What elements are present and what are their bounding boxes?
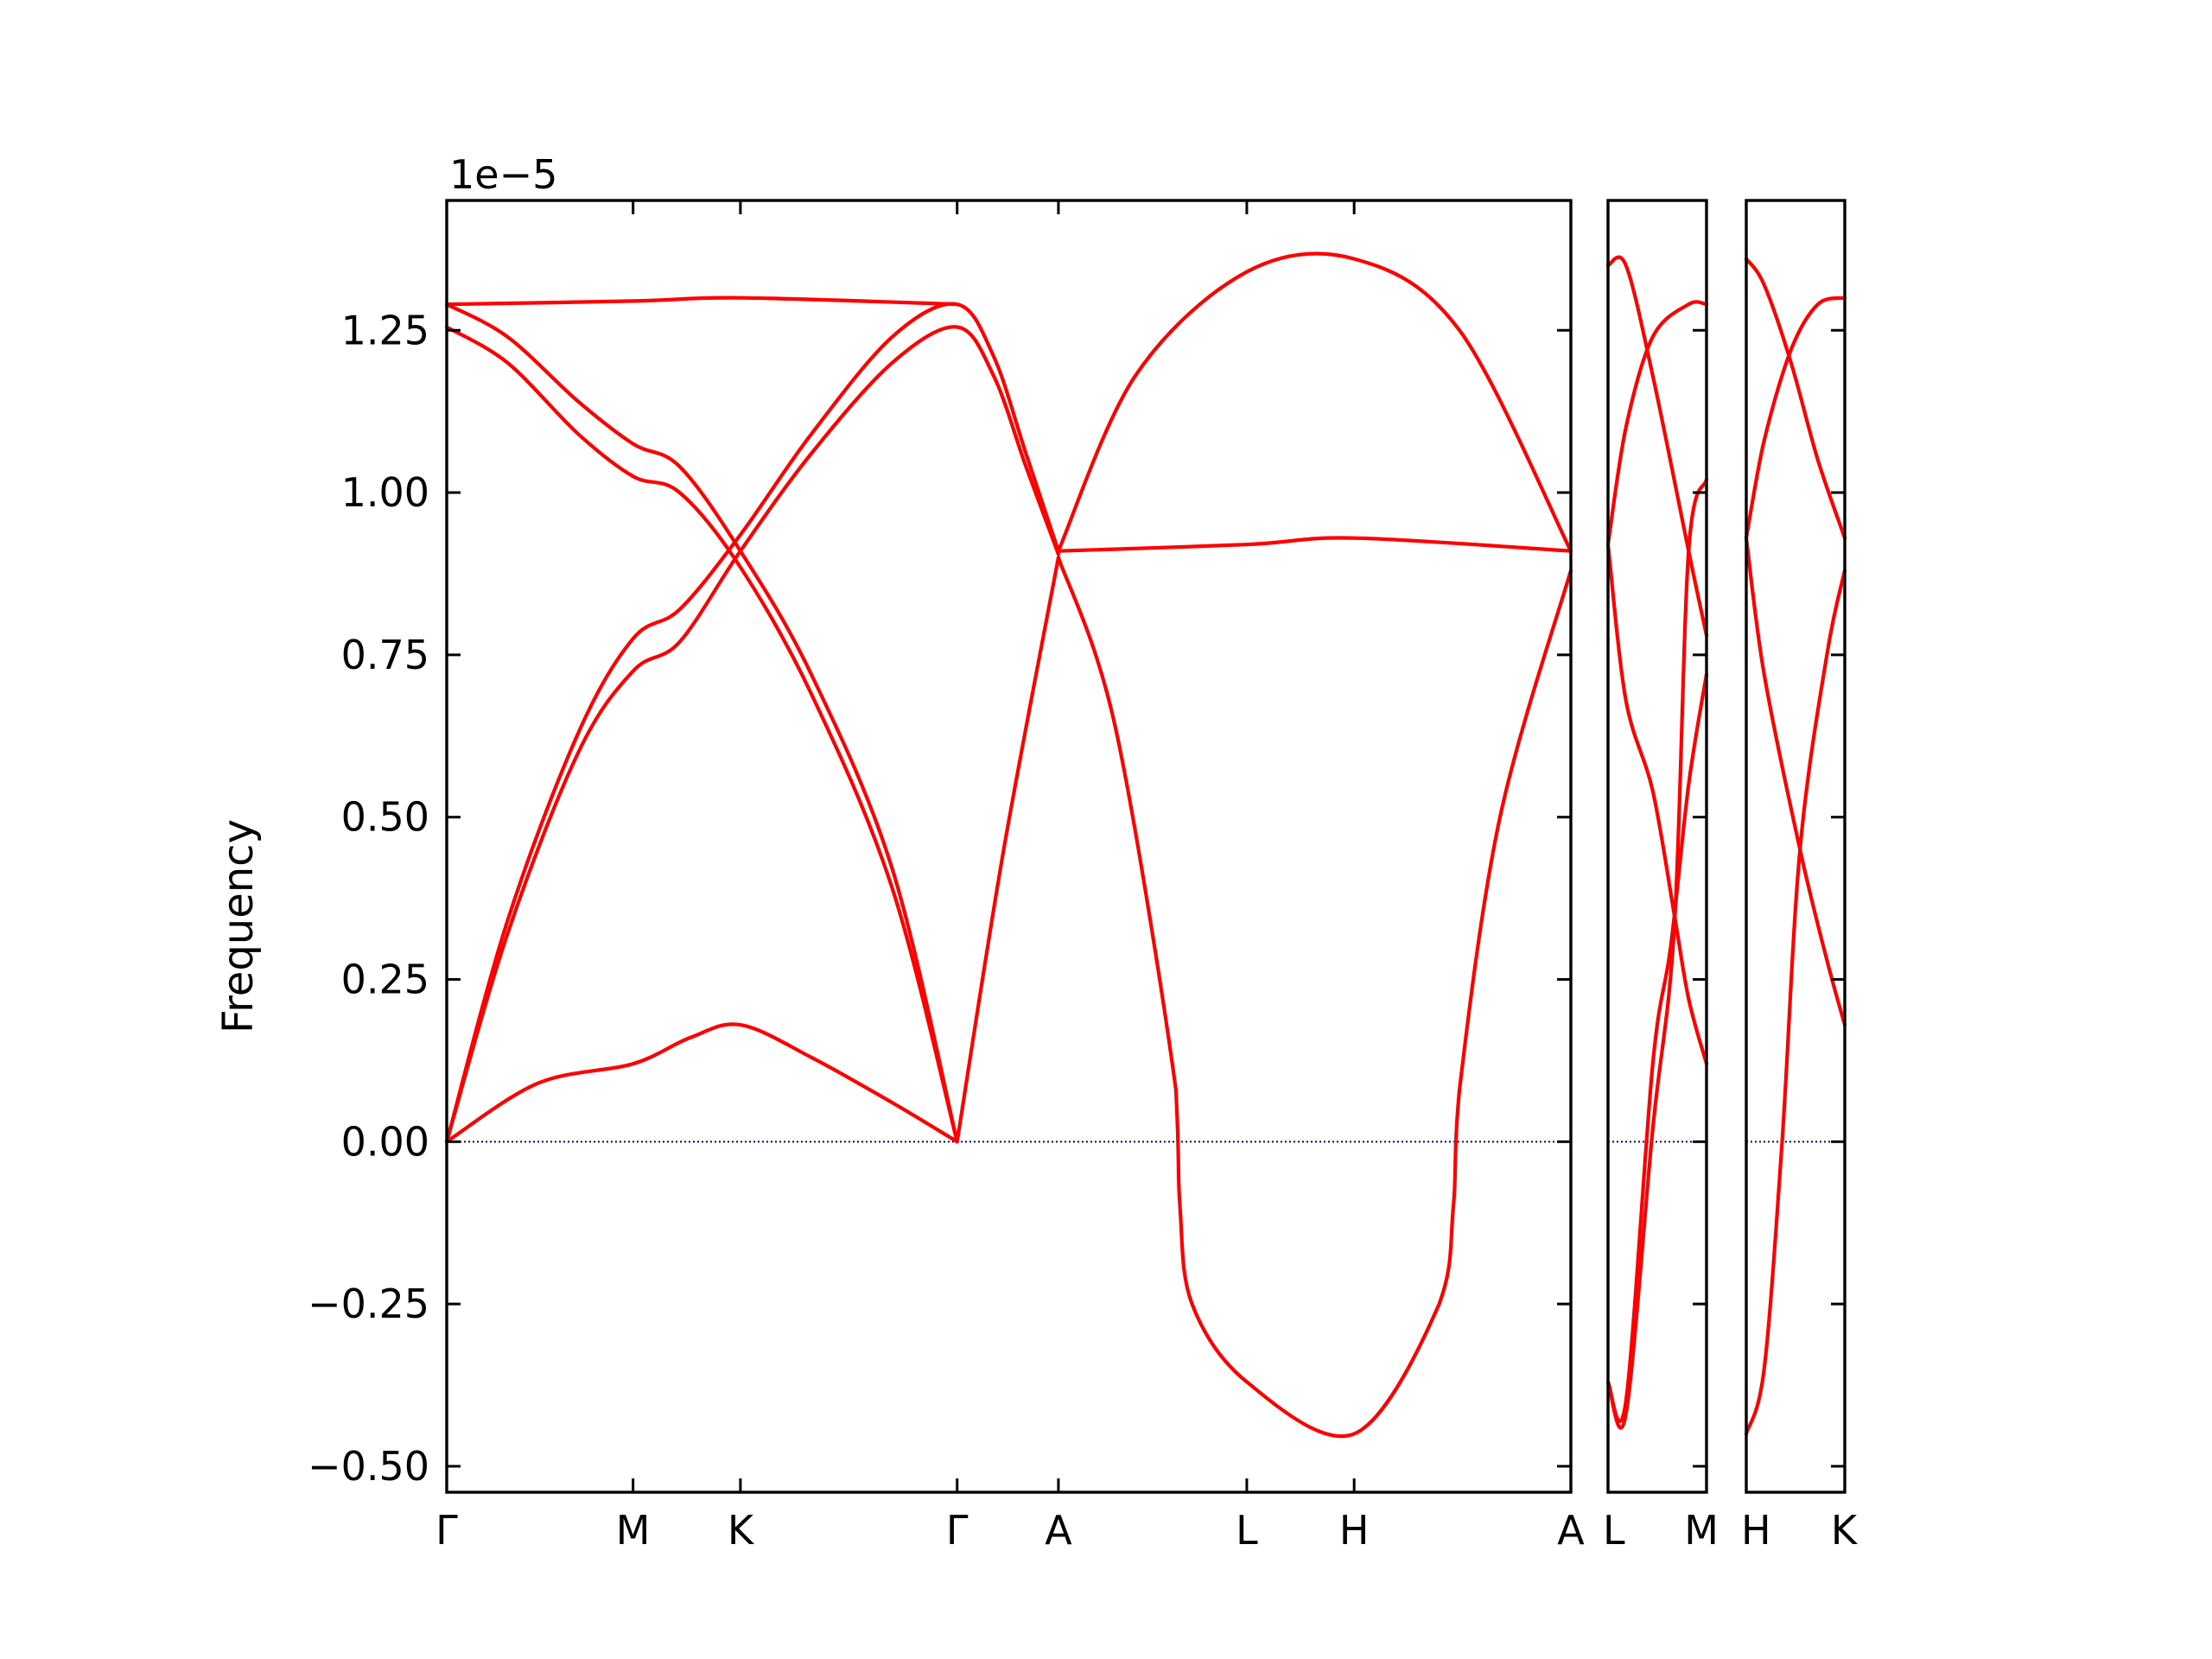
band-line-1-9: [1056, 556, 1573, 1439]
x-tick-label: L: [1603, 1507, 1625, 1554]
band-line-1-8: [1056, 536, 1573, 553]
x-tick-label: Γ: [435, 1507, 458, 1554]
y-tick-label: 1.00: [341, 469, 429, 516]
x-tick-label: M: [1684, 1507, 1719, 1554]
band-line-1-2: [444, 302, 959, 1144]
band-line-1-5: [444, 325, 1060, 1144]
band-line-2-1: [1605, 255, 1709, 638]
y-offset-text: 1e−5: [449, 151, 557, 198]
panel-frame: [1745, 199, 1847, 1494]
band-line-3-3: [1744, 536, 1847, 1027]
x-tick-label: A: [1045, 1507, 1072, 1554]
band-line-1-3: [444, 325, 959, 1144]
plot-panels: −0.50−0.250.000.250.500.751.001.25Γ M K Γ A L…: [308, 199, 1859, 1554]
x-tick-label: A: [1557, 1507, 1585, 1554]
band-line-2-4: [1605, 672, 1709, 1423]
band-line-1-10: [1056, 251, 1573, 553]
band-line-2-2: [1605, 300, 1709, 547]
band-line-3-4: [1744, 569, 1847, 1436]
y-axis-label: Frequency: [214, 819, 263, 1033]
x-tick-label: H: [1741, 1507, 1771, 1554]
band-line-2-3: [1605, 543, 1709, 1066]
panel-frame: [1606, 199, 1708, 1494]
x-tick-label: K: [728, 1507, 755, 1554]
x-tick-label: H: [1339, 1507, 1370, 1554]
y-tick-label: 1.25: [341, 307, 429, 353]
panel-frame: [445, 199, 1573, 1494]
x-tick-label: M: [616, 1507, 651, 1554]
band-line-1-6: [444, 1022, 959, 1144]
band-line-1-4: [444, 302, 1060, 1144]
y-tick-label: −0.25: [308, 1281, 429, 1327]
band-line-3-2: [1744, 296, 1847, 540]
y-tick-label: 0.50: [341, 794, 429, 841]
y-tick-label: −0.50: [308, 1443, 429, 1490]
band-line-1-7: [955, 556, 1060, 1144]
y-tick-label: 0.00: [341, 1118, 429, 1165]
y-tick-label: 0.25: [341, 957, 429, 1003]
band-line-2-5: [1605, 477, 1709, 1430]
panel-1: −0.50 −0.25 0.00 0.25 0.50 0.75 1.00 1.25 Γ M K Γ A L…: [308, 199, 1585, 1554]
x-tick-label: Γ: [946, 1507, 969, 1554]
band-line-1-1: [444, 296, 959, 307]
band-line-3-1: [1744, 257, 1847, 540]
x-tick-label: L: [1236, 1507, 1258, 1554]
x-tick-label: K: [1831, 1507, 1859, 1554]
y-tick-label: 0.75: [341, 632, 429, 678]
